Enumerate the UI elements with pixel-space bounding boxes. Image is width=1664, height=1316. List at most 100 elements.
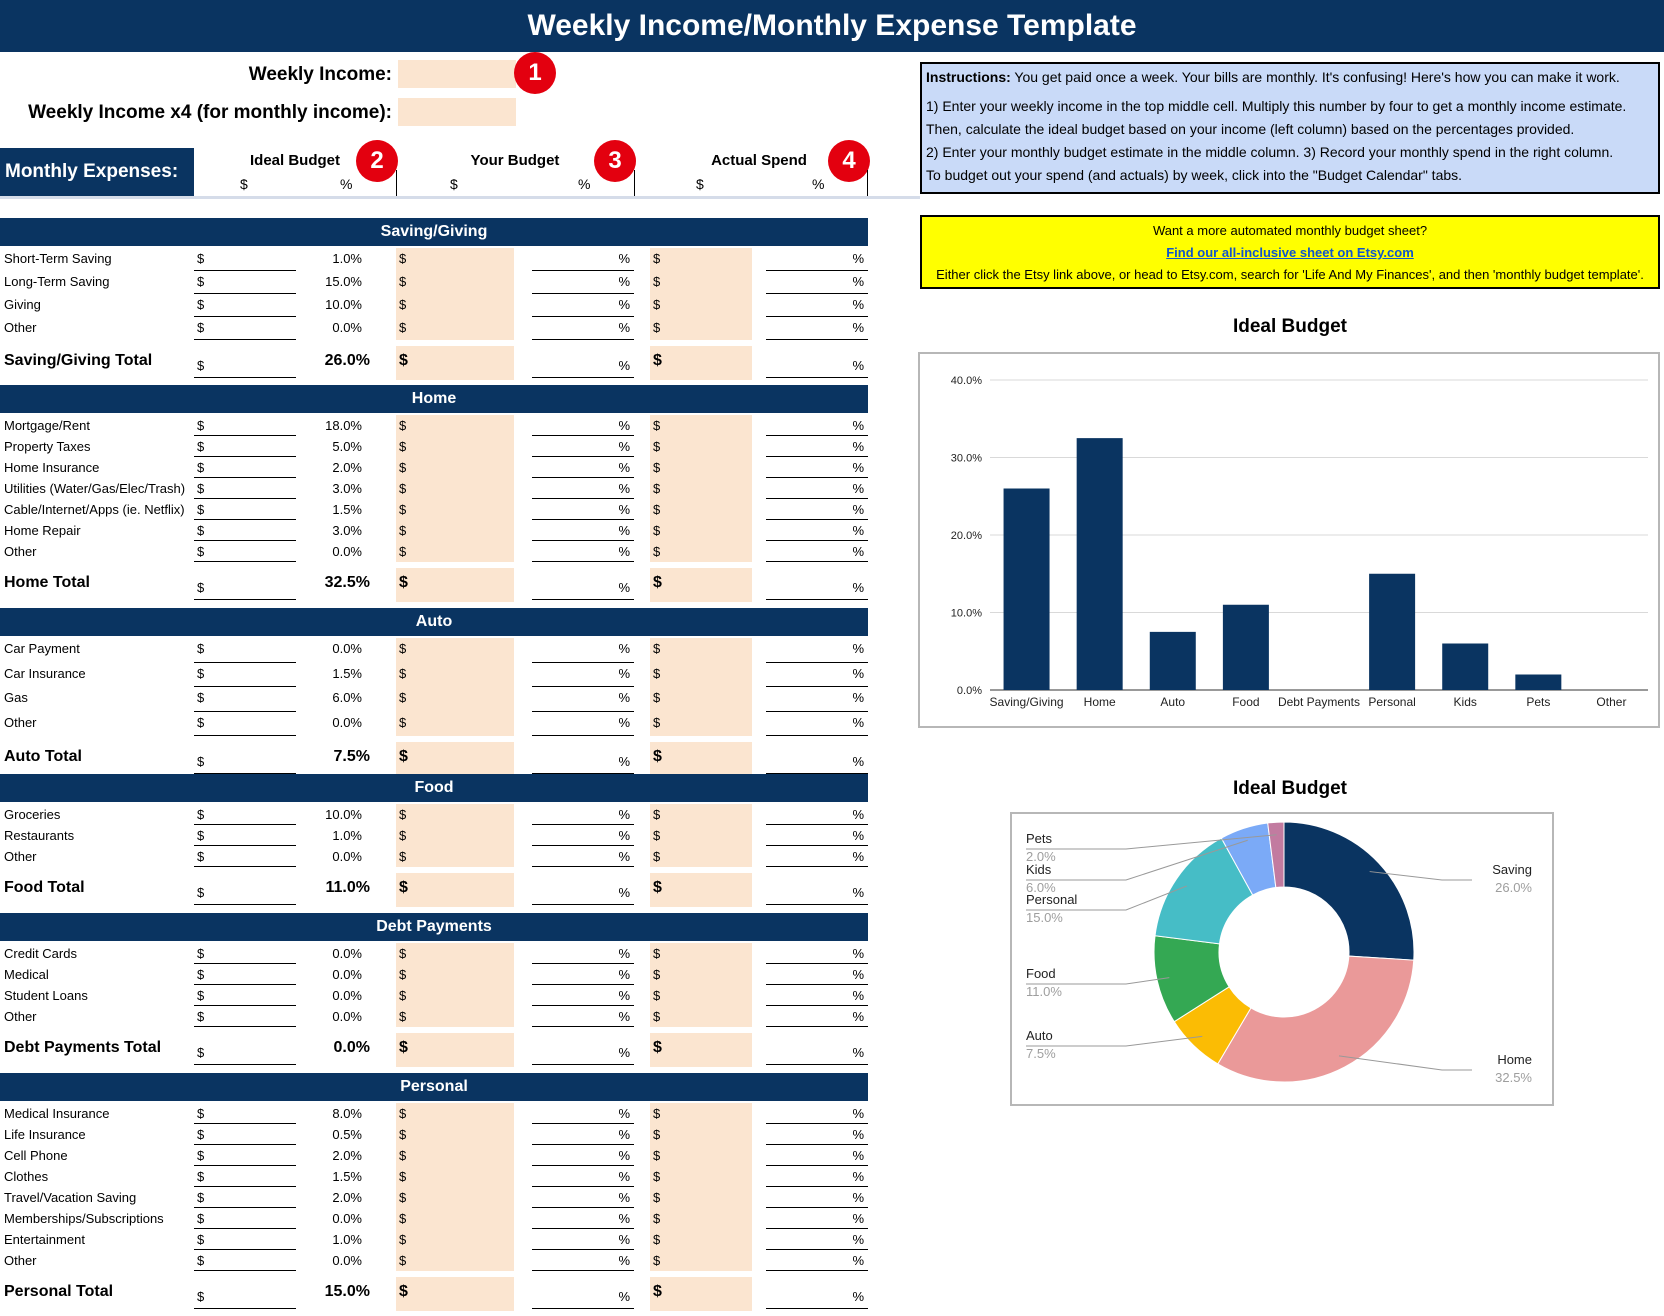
your-budget-dollar-cell[interactable]: $ — [396, 499, 514, 520]
ideal-dollar-cell[interactable]: $ — [194, 1208, 296, 1229]
your-budget-dollar-cell[interactable]: $ — [396, 1103, 514, 1124]
weekly-income-input[interactable] — [398, 60, 516, 88]
your-budget-percent-cell: % — [532, 663, 634, 687]
ideal-dollar-cell[interactable]: $ — [194, 294, 296, 317]
actual-spend-dollar-cell[interactable]: $ — [650, 317, 752, 340]
ideal-dollar-cell[interactable]: $ — [194, 271, 296, 294]
your-budget-dollar-cell[interactable]: $ — [396, 1208, 514, 1229]
ideal-dollar-cell[interactable]: $ — [194, 520, 296, 541]
ideal-dollar-cell[interactable]: $ — [194, 804, 296, 825]
actual-spend-dollar-cell[interactable]: $ — [650, 520, 752, 541]
your-budget-dollar-cell[interactable]: $ — [396, 1006, 514, 1027]
actual-spend-dollar-cell[interactable]: $ — [650, 1187, 752, 1208]
actual-spend-dollar-cell[interactable]: $ — [650, 457, 752, 478]
your-budget-dollar-cell[interactable]: $ — [396, 1250, 514, 1271]
monthly-income-input[interactable] — [398, 98, 516, 126]
your-budget-dollar-cell[interactable]: $ — [396, 457, 514, 478]
your-budget-dollar-cell[interactable]: $ — [396, 317, 514, 340]
actual-spend-dollar-cell[interactable]: $ — [650, 271, 752, 294]
actual-spend-dollar-cell[interactable]: $ — [650, 711, 752, 736]
ideal-dollar-cell[interactable]: $ — [194, 248, 296, 271]
your-budget-dollar-cell[interactable]: $ — [396, 436, 514, 457]
ideal-dollar-cell[interactable]: $ — [194, 541, 296, 562]
your-budget-dollar-cell[interactable]: $ — [396, 687, 514, 712]
your-budget-dollar-cell[interactable]: $ — [396, 1124, 514, 1145]
ideal-dollar-cell[interactable]: $ — [194, 1124, 296, 1145]
actual-spend-dollar-cell[interactable]: $ — [650, 943, 752, 964]
your-budget-dollar-cell[interactable]: $ — [396, 1145, 514, 1166]
ideal-dollar-cell[interactable]: $ — [194, 687, 296, 712]
ideal-dollar-cell[interactable]: $ — [194, 1187, 296, 1208]
ideal-dollar-cell[interactable]: $ — [194, 499, 296, 520]
actual-spend-dollar-cell[interactable]: $ — [650, 248, 752, 271]
actual-spend-dollar-cell[interactable]: $ — [650, 964, 752, 985]
actual-spend-dollar-cell[interactable]: $ — [650, 1250, 752, 1271]
actual-spend-dollar-cell[interactable]: $ — [650, 1103, 752, 1124]
actual-spend-dollar-cell[interactable]: $ — [650, 1208, 752, 1229]
your-budget-dollar-cell[interactable]: $ — [396, 520, 514, 541]
your-budget-total-dollar-cell: $ — [396, 873, 514, 907]
actual-spend-dollar-cell[interactable]: $ — [650, 825, 752, 846]
ideal-dollar-cell[interactable]: $ — [194, 436, 296, 457]
your-budget-dollar-cell[interactable]: $ — [396, 964, 514, 985]
your-budget-dollar-cell[interactable]: $ — [396, 825, 514, 846]
ideal-dollar-cell[interactable]: $ — [194, 1166, 296, 1187]
actual-spend-dollar-cell[interactable]: $ — [650, 985, 752, 1006]
ideal-dollar-cell[interactable]: $ — [194, 846, 296, 867]
actual-spend-dollar-cell[interactable]: $ — [650, 478, 752, 499]
ideal-dollar-cell[interactable]: $ — [194, 638, 296, 663]
actual-spend-dollar-cell[interactable]: $ — [650, 1145, 752, 1166]
ideal-dollar-cell[interactable]: $ — [194, 415, 296, 436]
your-budget-dollar-cell[interactable]: $ — [396, 415, 514, 436]
actual-spend-dollar-cell[interactable]: $ — [650, 541, 752, 562]
your-budget-dollar-cell[interactable]: $ — [396, 638, 514, 663]
your-budget-percent-cell: % — [532, 1229, 634, 1250]
ideal-dollar-cell[interactable]: $ — [194, 317, 296, 340]
actual-spend-dollar-cell[interactable]: $ — [650, 1124, 752, 1145]
actual-spend-dollar-cell[interactable]: $ — [650, 436, 752, 457]
your-budget-dollar-cell[interactable]: $ — [396, 541, 514, 562]
slice-percent: 32.5% — [1495, 1070, 1532, 1085]
ideal-dollar-cell[interactable]: $ — [194, 985, 296, 1006]
actual-spend-dollar-cell[interactable]: $ — [650, 1166, 752, 1187]
actual-spend-dollar-cell[interactable]: $ — [650, 1229, 752, 1250]
actual-spend-dollar-cell[interactable]: $ — [650, 846, 752, 867]
ideal-dollar-cell[interactable]: $ — [194, 1103, 296, 1124]
your-budget-dollar-cell[interactable]: $ — [396, 846, 514, 867]
ideal-dollar-cell[interactable]: $ — [194, 663, 296, 687]
actual-spend-dollar-cell[interactable]: $ — [650, 1006, 752, 1027]
actual-spend-dollar-cell[interactable]: $ — [650, 662, 752, 687]
your-budget-total-dollar-cell: $ — [396, 568, 514, 602]
actual-spend-dollar-cell[interactable]: $ — [650, 804, 752, 825]
actual-spend-dollar-cell[interactable]: $ — [650, 415, 752, 436]
actual-spend-dollar-cell[interactable]: $ — [650, 294, 752, 317]
your-budget-dollar-cell[interactable]: $ — [396, 804, 514, 825]
your-budget-dollar-cell[interactable]: $ — [396, 271, 514, 294]
actual-spend-dollar-cell[interactable]: $ — [650, 499, 752, 520]
ideal-dollar-cell[interactable]: $ — [194, 712, 296, 736]
ideal-dollar-cell[interactable]: $ — [194, 478, 296, 499]
your-budget-dollar-cell[interactable]: $ — [396, 1187, 514, 1208]
your-budget-dollar-cell[interactable]: $ — [396, 478, 514, 499]
ideal-dollar-cell[interactable]: $ — [194, 825, 296, 846]
ideal-dollar-cell[interactable]: $ — [194, 1250, 296, 1271]
your-budget-percent-cell: % — [532, 271, 634, 294]
etsy-link[interactable]: Find our all-inclusive sheet on Etsy.com — [1166, 245, 1414, 260]
your-budget-dollar-cell[interactable]: $ — [396, 943, 514, 964]
ideal-percent-cell: 0.0% — [332, 714, 362, 730]
your-budget-dollar-cell[interactable]: $ — [396, 248, 514, 271]
your-budget-dollar-cell[interactable]: $ — [396, 294, 514, 317]
ideal-dollar-cell[interactable]: $ — [194, 1229, 296, 1250]
ideal-dollar-cell[interactable]: $ — [194, 943, 296, 964]
your-budget-dollar-cell[interactable]: $ — [396, 711, 514, 736]
actual-spend-dollar-cell[interactable]: $ — [650, 638, 752, 663]
ideal-dollar-cell[interactable]: $ — [194, 457, 296, 478]
your-budget-dollar-cell[interactable]: $ — [396, 985, 514, 1006]
ideal-dollar-cell[interactable]: $ — [194, 1006, 296, 1027]
ideal-dollar-cell[interactable]: $ — [194, 964, 296, 985]
your-budget-dollar-cell[interactable]: $ — [396, 1229, 514, 1250]
actual-spend-dollar-cell[interactable]: $ — [650, 687, 752, 712]
your-budget-dollar-cell[interactable]: $ — [396, 662, 514, 687]
your-budget-dollar-cell[interactable]: $ — [396, 1166, 514, 1187]
ideal-dollar-cell[interactable]: $ — [194, 1145, 296, 1166]
